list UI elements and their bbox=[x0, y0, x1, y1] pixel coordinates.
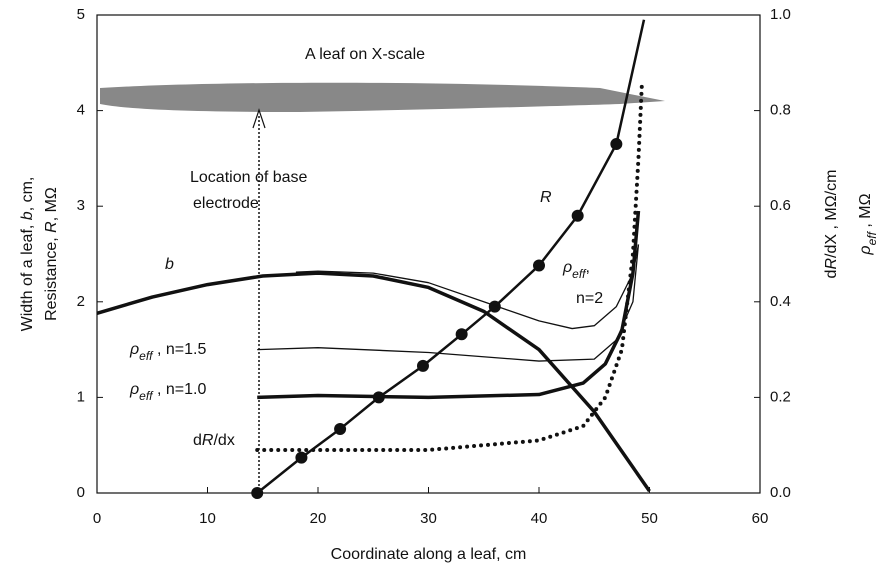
y2-axis-label: ρeff , MΩ bbox=[857, 193, 879, 255]
marker bbox=[571, 209, 584, 222]
annotation: ρeff, bbox=[562, 259, 590, 281]
marker bbox=[251, 487, 264, 499]
text-part: Location of base bbox=[190, 169, 308, 186]
annotation: b bbox=[165, 256, 174, 273]
marker bbox=[334, 422, 347, 435]
annotation: ρeff , n=1.5 bbox=[129, 341, 206, 363]
annotation: ρeff , n=1.0 bbox=[129, 381, 206, 403]
marker bbox=[295, 451, 308, 464]
text-part: ρ bbox=[562, 259, 572, 276]
x-tick-label: 0 bbox=[93, 510, 101, 527]
text-part: b bbox=[165, 256, 174, 273]
annotation: electrode bbox=[193, 195, 259, 212]
annotation: n=2 bbox=[576, 290, 603, 307]
y2-tick-label: 1.0 bbox=[770, 6, 791, 23]
text-part: ρ bbox=[857, 245, 874, 255]
y2-tick-label: 0.4 bbox=[770, 293, 791, 310]
leaf-shape bbox=[100, 82, 665, 112]
text-part: R bbox=[43, 221, 60, 233]
x-tick-label: 30 bbox=[420, 510, 437, 527]
text-part: eff bbox=[865, 230, 879, 245]
text-part: /dX , MΩ/cm bbox=[823, 170, 840, 258]
y-tick-label: 2 bbox=[77, 293, 85, 310]
series-line bbox=[255, 84, 644, 452]
text-part: , bbox=[586, 259, 590, 276]
text-part: ρ bbox=[129, 381, 139, 398]
y2-tick-label: 0.8 bbox=[770, 102, 791, 119]
text-part: , cm, bbox=[19, 177, 36, 212]
text-part: d bbox=[193, 432, 202, 449]
series-line bbox=[295, 244, 640, 330]
y2-tick-label: 0.2 bbox=[770, 388, 791, 405]
text-part: , MΩ bbox=[857, 193, 874, 232]
marker bbox=[488, 300, 501, 313]
annotation: A leaf on X-scale bbox=[305, 46, 425, 63]
y-tick-label: 0 bbox=[77, 484, 85, 501]
text-part: , MΩ bbox=[43, 187, 60, 221]
text-part: /dx bbox=[213, 432, 234, 449]
y2-tick-label: 0.0 bbox=[770, 484, 791, 501]
arrow-head bbox=[252, 108, 266, 129]
y-tick-label: 5 bbox=[77, 6, 85, 23]
text-part: , n=1.0 bbox=[153, 381, 207, 398]
text-part: Width of a leaf, bbox=[19, 220, 36, 331]
marker bbox=[610, 138, 623, 151]
y-tick-label: 1 bbox=[77, 388, 85, 405]
x-tick-label: 60 bbox=[752, 510, 769, 527]
text-part: Resistance, bbox=[43, 233, 60, 321]
annotation: Location of base bbox=[190, 169, 308, 186]
text-part: R bbox=[823, 258, 840, 270]
text-part: d bbox=[823, 270, 840, 279]
text-part: eff bbox=[572, 267, 587, 281]
text-part: , n=1.5 bbox=[153, 341, 207, 358]
marker bbox=[416, 359, 429, 372]
x-axis-label: Coordinate along a leaf, cm bbox=[331, 546, 527, 563]
annotation: R bbox=[540, 189, 552, 206]
y-axis-label: Resistance, R, MΩ bbox=[43, 187, 60, 321]
text-part: n=2 bbox=[576, 290, 603, 307]
text-part: R bbox=[202, 432, 214, 449]
text-part: Coordinate along a leaf, cm bbox=[331, 546, 527, 563]
x-tick-label: 10 bbox=[199, 510, 216, 527]
x-tick-label: 50 bbox=[641, 510, 658, 527]
x-tick-label: 40 bbox=[531, 510, 548, 527]
series-line bbox=[96, 271, 651, 493]
text-part: A leaf on X-scale bbox=[305, 46, 425, 63]
text-part: eff bbox=[139, 349, 154, 363]
marker bbox=[455, 328, 468, 341]
text-part: R bbox=[540, 189, 552, 206]
y2-axis-label: dR/dX , MΩ/cm bbox=[823, 170, 840, 279]
series-line bbox=[257, 244, 640, 362]
y-tick-label: 3 bbox=[77, 197, 85, 214]
y-tick-label: 4 bbox=[77, 102, 85, 119]
text-part: ρ bbox=[129, 341, 139, 358]
series-line bbox=[257, 210, 641, 400]
y2-tick-label: 0.6 bbox=[770, 197, 791, 214]
y-axis-label: Width of a leaf, b, cm, bbox=[19, 177, 36, 332]
text-part: electrode bbox=[193, 195, 259, 212]
annotation: dR/dx bbox=[193, 432, 235, 449]
text-part: b bbox=[19, 211, 36, 220]
text-part: eff bbox=[139, 389, 154, 403]
marker bbox=[533, 259, 545, 272]
x-tick-label: 20 bbox=[310, 510, 327, 527]
